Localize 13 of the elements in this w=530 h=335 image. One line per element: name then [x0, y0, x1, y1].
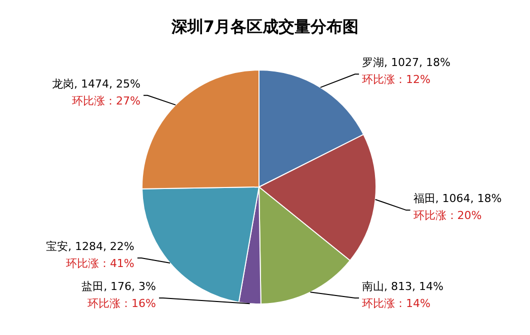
- chart-title: 深圳7月各区成交量分布图: [170, 17, 359, 36]
- slice-label: 盐田, 176, 3%: [82, 280, 156, 293]
- slice-label: 福田, 1064, 18%: [413, 192, 502, 206]
- text: 环比涨：16%: [88, 297, 156, 310]
- slice-label: 罗湖, 1027, 18%: [362, 56, 450, 70]
- slice-label: 南山, 813, 14%: [362, 280, 444, 293]
- text: 环比涨：12%: [362, 73, 430, 86]
- slice-label: 宝安, 1284, 22%: [46, 240, 134, 253]
- slice-label: 龙岗, 1474, 25%: [52, 77, 140, 90]
- text: 环比涨：20%: [413, 209, 482, 222]
- text: 环比涨：41%: [66, 257, 134, 270]
- text: 环比涨：27%: [72, 94, 140, 108]
- text: 环比涨：14%: [362, 297, 430, 310]
